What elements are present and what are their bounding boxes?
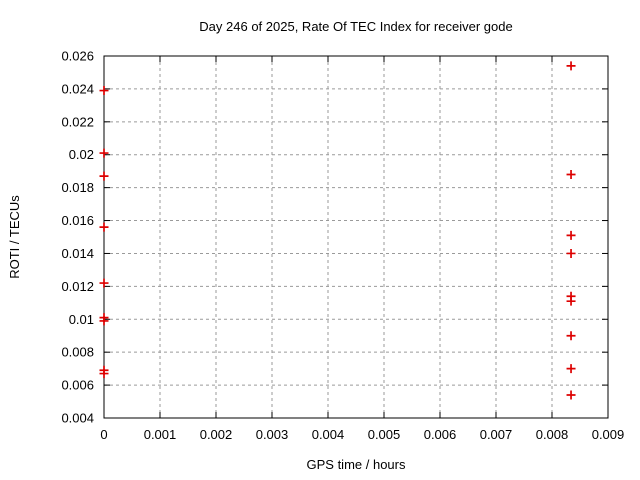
data-point <box>566 248 576 258</box>
x-tick-label: 0.004 <box>312 427 345 442</box>
x-tick-label: 0.008 <box>536 427 569 442</box>
data-point <box>99 278 109 288</box>
x-tick-label: 0.005 <box>368 427 401 442</box>
x-tick-label: 0 <box>100 427 107 442</box>
data-point <box>99 222 109 232</box>
y-tick-label: 0.008 <box>61 345 94 360</box>
frame-layer <box>103 55 609 419</box>
y-tick-label: 0.024 <box>61 81 94 96</box>
data-point <box>99 86 109 96</box>
x-tick-label: 0.002 <box>200 427 233 442</box>
x-tick-label: 0.003 <box>256 427 289 442</box>
y-tick-label: 0.006 <box>61 378 94 393</box>
y-tick-label: 0.026 <box>61 49 94 64</box>
y-tick-label: 0.016 <box>61 213 94 228</box>
x-tick-label: 0.006 <box>424 427 457 442</box>
y-tick-label: 0.022 <box>61 114 94 129</box>
grid-layer <box>103 55 609 419</box>
y-tick-label: 0.012 <box>61 279 94 294</box>
chart-title: Day 246 of 2025, Rate Of TEC Index for r… <box>199 19 512 34</box>
y-tick-label: 0.018 <box>61 180 94 195</box>
data-point <box>566 61 576 71</box>
data-point <box>566 169 576 179</box>
data-point <box>566 331 576 341</box>
tick-layer: 0 0.001 0.002 0.003 0.004 0.005 0.006 0.007 0.00… <box>61 49 624 443</box>
x-tick-label: 0.007 <box>480 427 513 442</box>
y-tick-label: 0.014 <box>61 246 94 261</box>
data-point <box>99 316 109 326</box>
data-point <box>566 364 576 374</box>
point-layer <box>99 61 576 400</box>
data-point <box>99 171 109 181</box>
y-axis-label: ROTI / TECUs <box>7 195 22 279</box>
plot-frame <box>103 55 609 419</box>
data-point <box>566 230 576 240</box>
data-point <box>566 390 576 400</box>
x-tick-label: 0.001 <box>144 427 177 442</box>
data-point <box>99 369 109 379</box>
data-point <box>566 296 576 306</box>
y-tick-label: 0.01 <box>69 312 94 327</box>
x-tick-label: 0.009 <box>592 427 625 442</box>
data-point <box>99 148 109 158</box>
y-tick-label: 0.02 <box>69 147 94 162</box>
x-axis-label: GPS time / hours <box>307 457 406 472</box>
y-tick-label: 0.004 <box>61 411 94 426</box>
